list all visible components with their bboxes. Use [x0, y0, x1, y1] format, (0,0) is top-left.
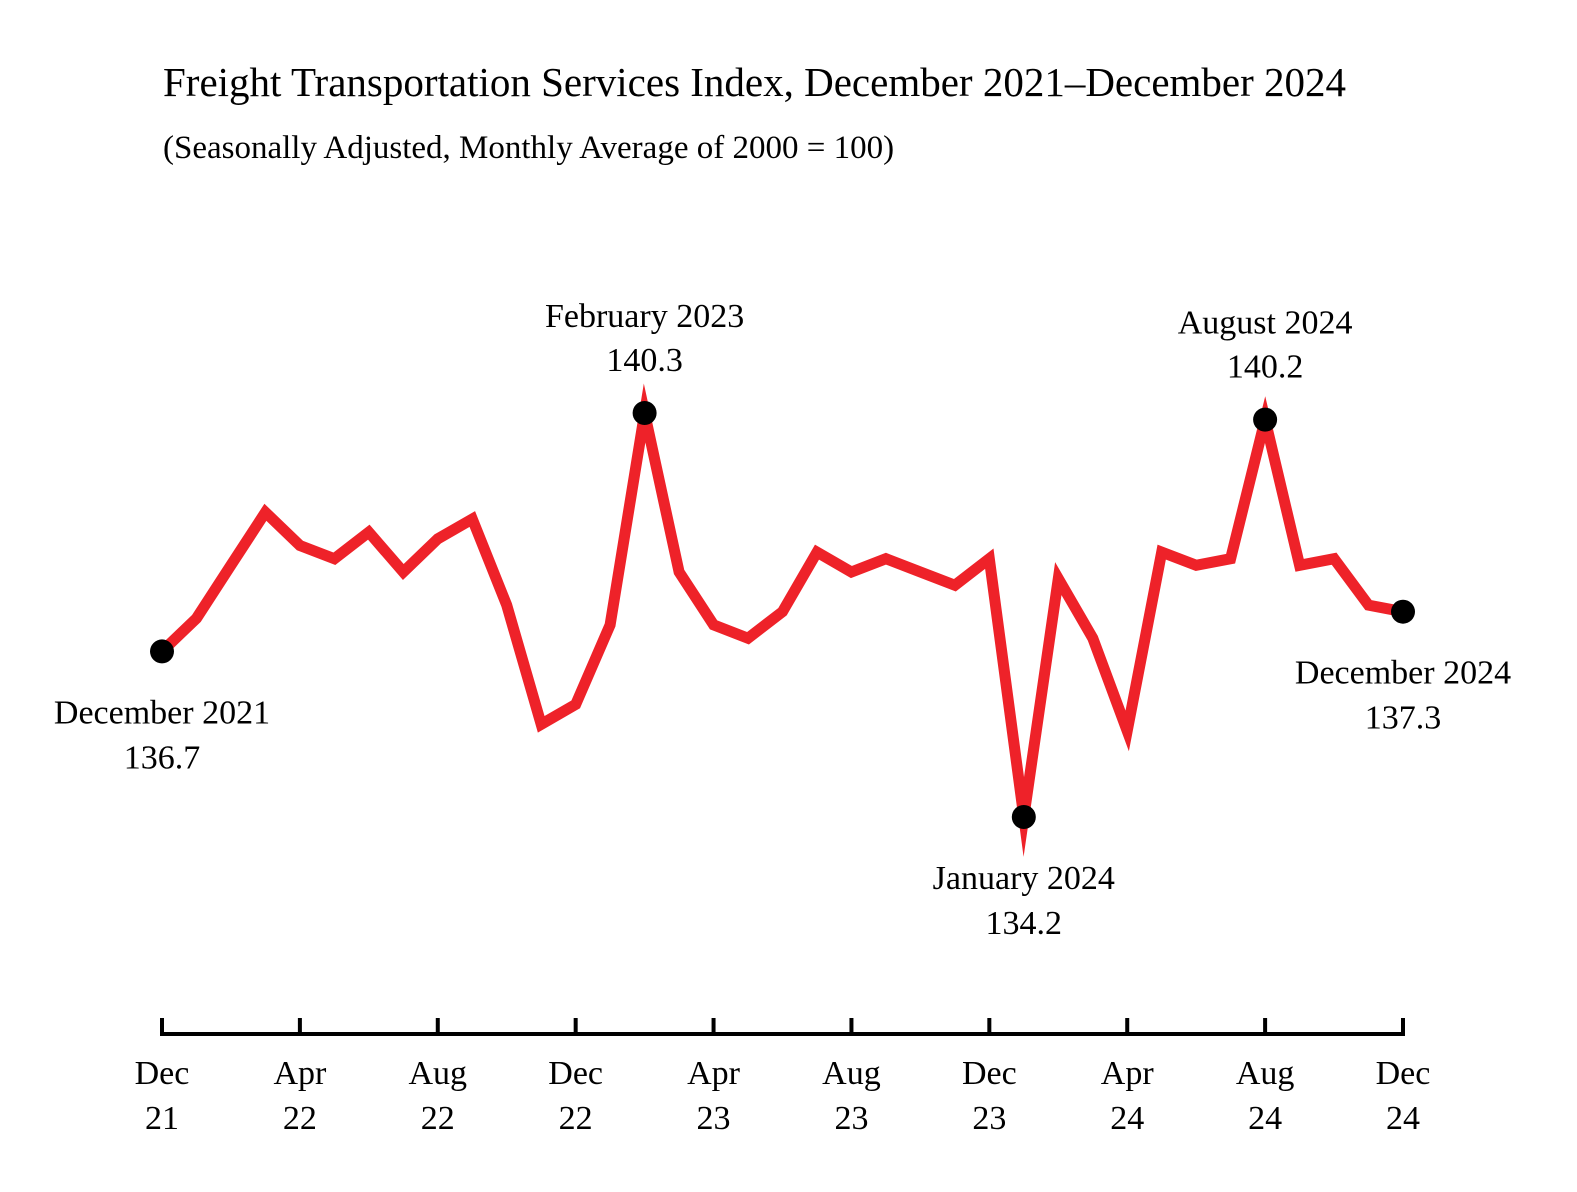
x-tick-label-month: Aug — [408, 1055, 467, 1092]
x-tick-label-year: 24 — [1386, 1100, 1420, 1137]
data-point-marker — [632, 401, 657, 425]
x-tick-label-month: Dec — [962, 1055, 1017, 1092]
x-tick-label-year: 23 — [834, 1100, 868, 1137]
chart-subtitle: (Seasonally Adjusted, Monthly Average of… — [163, 130, 895, 166]
annotation-value: 137.3 — [1365, 700, 1442, 737]
x-tick-label-year: 22 — [283, 1100, 317, 1137]
annotation-label: February 2023 — [545, 298, 744, 335]
annotation-label: January 2024 — [933, 860, 1115, 897]
x-tick-label-year: 23 — [697, 1100, 731, 1137]
x-tick-label-month: Dec — [135, 1055, 190, 1092]
x-tick-label-year: 24 — [1110, 1100, 1144, 1137]
series-line-freight-tsi — [158, 383, 1405, 857]
x-tick-label-month: Apr — [687, 1055, 741, 1092]
x-tick-label-year: 22 — [559, 1100, 593, 1137]
x-tick-label-month: Apr — [273, 1055, 327, 1092]
x-tick-label-year: 23 — [972, 1100, 1006, 1137]
annotation-label: August 2024 — [1178, 305, 1353, 342]
data-point-marker — [1391, 599, 1415, 624]
x-tick-label-year: 21 — [145, 1100, 179, 1137]
x-tick-label-month: Dec — [548, 1055, 603, 1092]
annotation-value: 140.3 — [606, 342, 683, 379]
data-point-marker — [1253, 407, 1278, 432]
x-tick-label-month: Dec — [1376, 1055, 1431, 1092]
x-tick-label-year: 24 — [1248, 1100, 1282, 1137]
data-point-marker — [1011, 805, 1036, 829]
annotation-value: 136.7 — [124, 739, 201, 776]
x-tick-label-month: Aug — [1236, 1055, 1295, 1092]
annotation-label: December 2024 — [1295, 655, 1511, 692]
chart-title: Freight Transportation Services Index, D… — [163, 59, 1347, 105]
annotation-value: 140.2 — [1227, 349, 1304, 386]
data-point-marker — [150, 639, 174, 664]
x-tick-label-month: Aug — [822, 1055, 881, 1092]
x-tick-label-month: Apr — [1101, 1055, 1155, 1092]
annotation-label: December 2021 — [54, 694, 270, 731]
x-tick-label-year: 22 — [421, 1100, 455, 1137]
annotation-value: 134.2 — [986, 905, 1063, 942]
